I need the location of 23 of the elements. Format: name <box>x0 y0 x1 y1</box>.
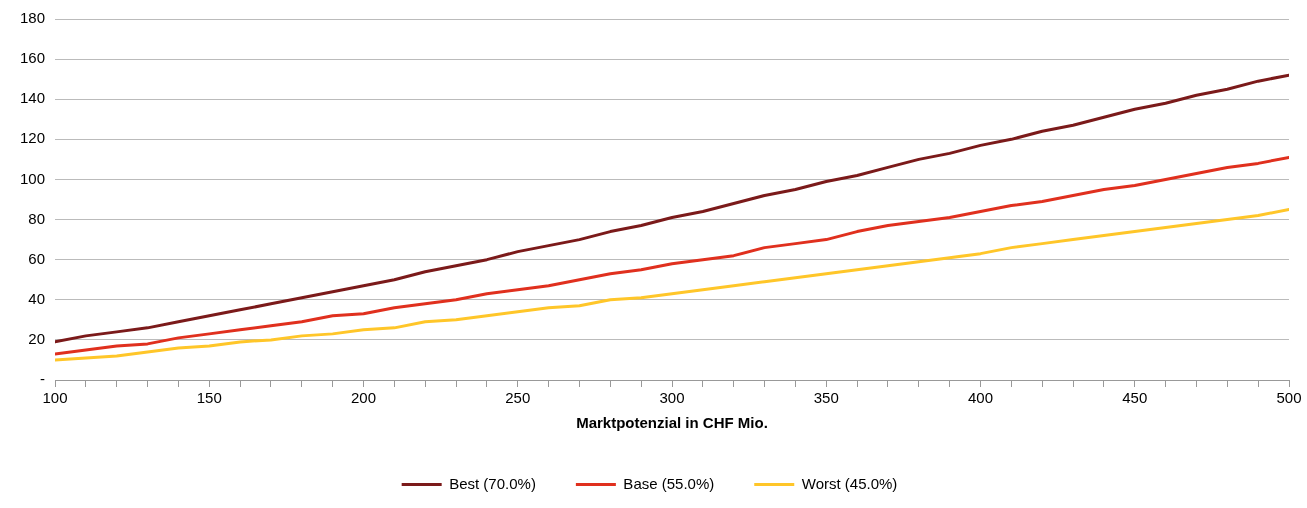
x-tick-label: 300 <box>659 389 685 407</box>
x-tick-label: 400 <box>967 389 994 407</box>
x-tick-label: 150 <box>196 389 222 407</box>
legend-label: Best (70.0%) <box>449 474 536 492</box>
y-tick-label: 40 <box>28 289 46 307</box>
x-tick-label: 250 <box>505 389 531 407</box>
y-tick-label: 80 <box>28 209 46 227</box>
x-tick-label: 200 <box>351 389 377 407</box>
x-axis-title: Marktpotenzial in CHF Mio. <box>576 414 768 432</box>
legend-label: Base (55.0%) <box>623 474 715 492</box>
y-tick-label: 180 <box>20 9 46 27</box>
x-tick-label: 100 <box>42 389 68 407</box>
y-tick-label: - <box>40 370 46 388</box>
y-tick-label: 120 <box>20 129 46 147</box>
x-tick-label: 500 <box>1276 389 1302 407</box>
y-tick-label: 160 <box>20 49 46 67</box>
y-tick-label: 140 <box>20 89 46 107</box>
legend-label: Worst (45.0%) <box>801 474 898 492</box>
y-tick-label: 20 <box>28 330 46 348</box>
x-tick-label: 450 <box>1122 389 1148 407</box>
y-tick-label: 100 <box>20 169 46 187</box>
x-tick-label: 350 <box>813 389 839 407</box>
y-tick-label: 60 <box>28 249 46 267</box>
